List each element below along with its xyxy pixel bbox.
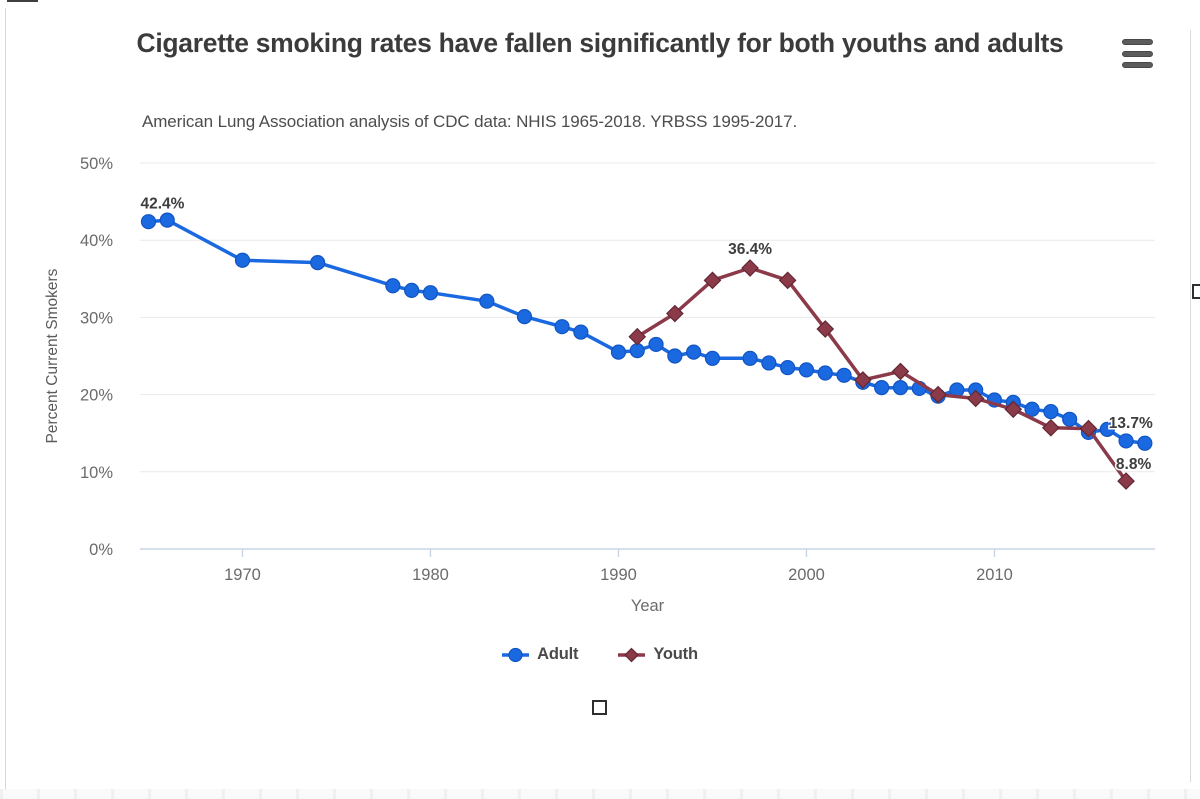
x-tick-label: 2010 [976,566,1013,584]
window-right-border [1190,30,1191,782]
adult-point[interactable] [1024,401,1040,417]
legend-item-youth[interactable]: Youth [618,645,698,664]
adult-point[interactable] [516,309,533,325]
chart-subtitle: American Lung Association analysis of CD… [142,112,798,131]
youth-point[interactable] [854,371,872,389]
adult-point[interactable] [667,348,683,364]
x-axis-title: Year [631,597,665,615]
youth-point[interactable] [816,320,835,338]
adult-point[interactable] [1099,421,1115,437]
youth-point[interactable] [1042,418,1060,437]
line-chart: 0% 10% 20% 30% 40% 50% 1970 1980 1990 2000 2010 Yea… [44,155,1155,615]
youth-point[interactable] [778,271,797,290]
data-label: 36.4% [728,241,772,258]
adult-point[interactable] [610,344,627,360]
missing-glyph-box-right [1192,284,1200,299]
youth-line [635,266,1128,483]
adult-point[interactable] [554,319,570,335]
data-label: 13.7% [1109,415,1153,432]
youth-point[interactable] [1117,472,1135,490]
data-label: 8.8% [1116,456,1152,473]
adult-point[interactable] [159,212,175,228]
hamburger-icon-bar [1122,62,1153,68]
x-tick-label: 2000 [788,566,825,584]
adult-point[interactable] [385,278,401,294]
page-bottom-strip [0,789,1200,799]
y-tick-label: 10% [80,464,113,482]
menu-button[interactable] [1122,39,1154,68]
adult-point[interactable] [422,285,439,301]
x-tick-label: 1990 [600,566,637,584]
adult-point[interactable] [140,214,157,230]
legend-item-adult[interactable]: Adult [502,645,579,664]
window-top-edge-artifact [7,0,38,2]
youth-point[interactable] [929,385,947,404]
adult-point[interactable] [874,380,890,396]
adult-point[interactable] [704,350,721,366]
youth-point[interactable] [891,362,910,381]
chart-legend: Adult Youth [0,645,1200,664]
adult-point[interactable] [310,254,326,271]
youth-point[interactable] [1004,400,1023,419]
youth-legend-marker-icon [618,647,646,662]
adult-point[interactable] [892,380,909,396]
adult-point[interactable] [817,365,833,381]
window-left-border [5,8,6,790]
adult-legend-marker-icon [502,647,530,662]
adult-point[interactable] [1118,433,1134,449]
youth-point[interactable] [1079,419,1098,438]
youth-point[interactable] [966,389,985,408]
y-tick-label: 0% [89,541,113,559]
adult-point[interactable] [761,355,777,371]
data-label: 42.4% [140,196,184,213]
youth-point[interactable] [628,327,647,346]
adult-point[interactable] [1062,411,1078,427]
adult-point[interactable] [479,293,495,309]
y-tick-label: 20% [80,387,113,405]
legend-label: Youth [653,645,698,663]
adult-point[interactable] [836,367,852,383]
legend-label: Adult [537,645,579,663]
adult-point[interactable] [573,324,589,340]
x-tick-label: 1970 [224,566,261,584]
y-tick-label: 50% [80,155,113,173]
adult-point[interactable] [686,344,702,360]
youth-point[interactable] [666,304,684,323]
adult-point[interactable] [1137,435,1153,451]
hamburger-icon-bar [1122,50,1153,57]
youth-point[interactable] [741,259,759,277]
missing-glyph-box-footer [592,700,607,715]
adult-point[interactable] [648,336,664,353]
adult-point[interactable] [1043,403,1059,420]
adult-point[interactable] [234,252,251,268]
youth-point[interactable] [703,271,722,290]
adult-point[interactable] [404,282,420,298]
y-axis-title: Percent Current Smokers [44,268,61,443]
adult-point[interactable] [780,359,796,376]
chart-header: Cigarette smoking rates have fallen sign… [80,26,1120,60]
adult-point[interactable] [798,362,815,378]
hamburger-icon-bar [1122,39,1153,45]
y-tick-label: 30% [80,309,113,327]
adult-point[interactable] [742,350,758,366]
x-tick-label: 1980 [412,566,449,584]
chart-title: Cigarette smoking rates have fallen sign… [136,28,1064,58]
y-tick-label: 40% [80,232,113,250]
adult-point[interactable] [629,342,645,359]
